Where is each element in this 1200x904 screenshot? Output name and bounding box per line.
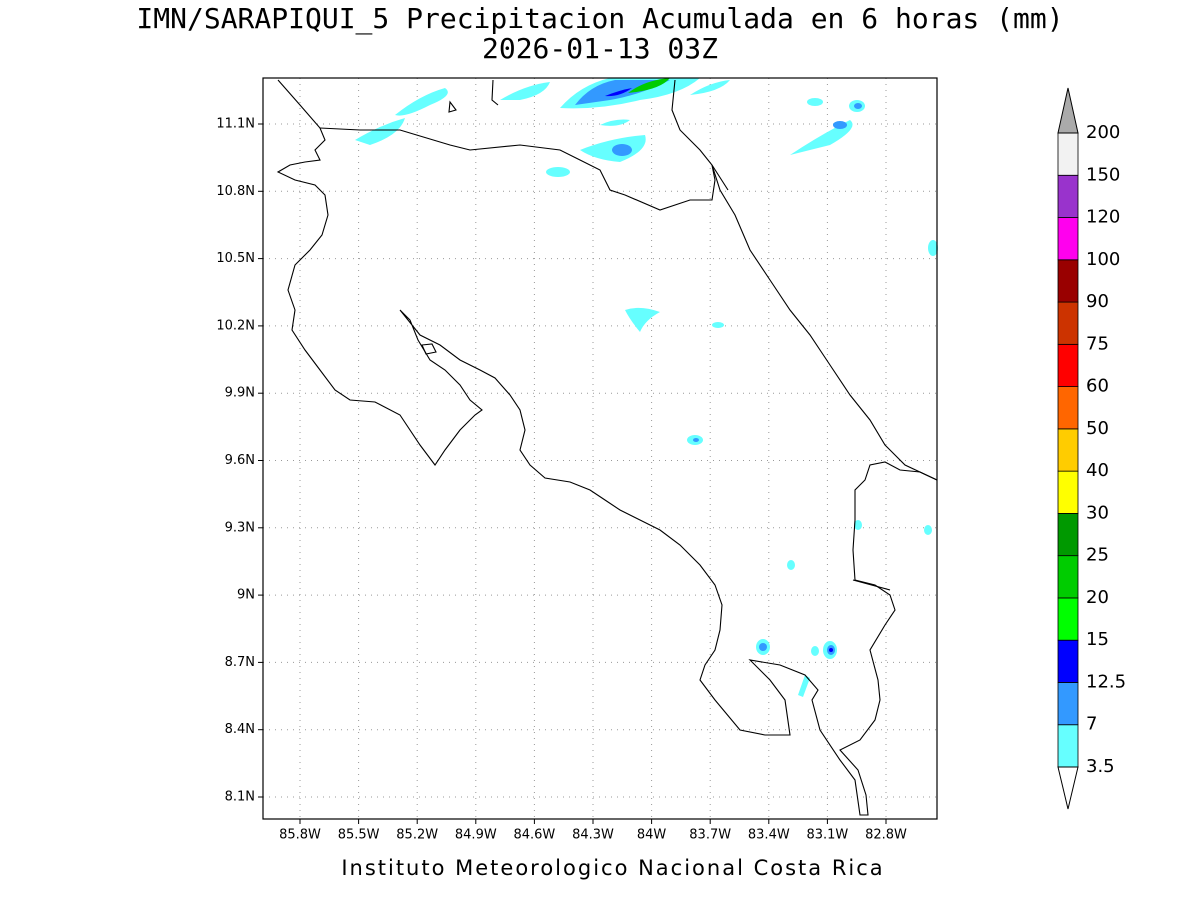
title: IMN/SARAPIQUI_5 Precipitacion Acumulada …	[136, 2, 1063, 36]
colorbar-label: 75	[1086, 333, 1109, 354]
colorbar-label: 120	[1086, 207, 1120, 228]
x-tick-label: 82.8W	[865, 828, 907, 843]
colorbar-label: 40	[1086, 460, 1109, 481]
colorbar-label: 60	[1086, 376, 1109, 397]
precipitation	[355, 78, 938, 697]
colorbar-bin	[1057, 259, 1079, 303]
colorbar-label: 90	[1086, 291, 1109, 312]
x-tick-label: 83.4W	[748, 828, 790, 843]
colorbar-bin	[1057, 132, 1079, 176]
y-tick-label: 9.3N	[225, 520, 255, 535]
colorbar-under	[1057, 766, 1079, 810]
coastline	[276, 79, 938, 816]
footer: Instituto Meteorologico Nacional Costa R…	[341, 856, 884, 880]
colorbar-label: 150	[1086, 164, 1120, 185]
colorbar: 3.5 7 12.5 15 20 25 30 40 50 60 75 90 100 120 150 200	[1057, 87, 1126, 810]
colorbar-bin	[1057, 301, 1079, 345]
colorbar-bin	[1057, 470, 1079, 514]
colorbar-label: 200	[1086, 122, 1120, 143]
y-tick-label: 10.2N	[216, 318, 255, 333]
x-tick-label: 85.8W	[279, 828, 321, 843]
y-tick-label: 8.1N	[225, 790, 255, 805]
subtitle: 2026-01-13 03Z	[482, 32, 718, 65]
colorbar-bin	[1057, 428, 1079, 472]
y-tick-label: 9.6N	[225, 453, 255, 468]
colorbar-bin	[1057, 174, 1079, 218]
x-tick-label: 83.7W	[689, 828, 731, 843]
x-tick-label: 84W	[637, 828, 667, 843]
colorbar-label: 30	[1086, 502, 1109, 523]
x-tick-label: 85.2W	[396, 828, 438, 843]
colorbar-label: 7	[1086, 714, 1097, 735]
colorbar-label: 3.5	[1086, 756, 1115, 777]
y-tick-label: 10.8N	[216, 184, 255, 199]
colorbar-over	[1057, 87, 1079, 134]
colorbar-bin	[1057, 386, 1079, 430]
colorbar-label: 20	[1086, 587, 1109, 608]
y-tick-label: 9.9N	[225, 386, 255, 401]
x-tick-label: 85.5W	[338, 828, 380, 843]
colorbar-bin	[1057, 513, 1079, 557]
y-tick-label: 10.5N	[216, 251, 255, 266]
colorbar-bin	[1057, 217, 1079, 261]
colorbar-bin	[1057, 682, 1079, 726]
colorbar-label: 50	[1086, 418, 1109, 439]
colorbar-label: 15	[1086, 629, 1109, 650]
colorbar-bin	[1057, 639, 1079, 683]
y-tick-label: 9N	[237, 588, 255, 603]
x-tick-label: 83.1W	[806, 828, 848, 843]
colorbar-bin	[1057, 555, 1079, 599]
colorbar-bin	[1057, 597, 1079, 641]
y-tick-label: 11.1N	[216, 117, 255, 132]
colorbar-bin	[1057, 343, 1079, 388]
y-tick-label: 8.4N	[225, 722, 255, 737]
x-tick-label: 84.9W	[455, 828, 497, 843]
colorbar-label: 25	[1086, 545, 1109, 566]
y-tick-label: 8.7N	[225, 655, 255, 670]
x-tick-label: 84.3W	[572, 828, 614, 843]
x-tick-label: 84.6W	[513, 828, 555, 843]
colorbar-label: 100	[1086, 249, 1120, 270]
colorbar-label: 12.5	[1086, 671, 1126, 692]
colorbar-bin	[1057, 724, 1079, 768]
grid: 85.8W 85.5W 85.2W 84.9W 84.6W 84.3W 84W 83.7W 83…	[216, 78, 937, 843]
plot-frame	[262, 77, 938, 820]
